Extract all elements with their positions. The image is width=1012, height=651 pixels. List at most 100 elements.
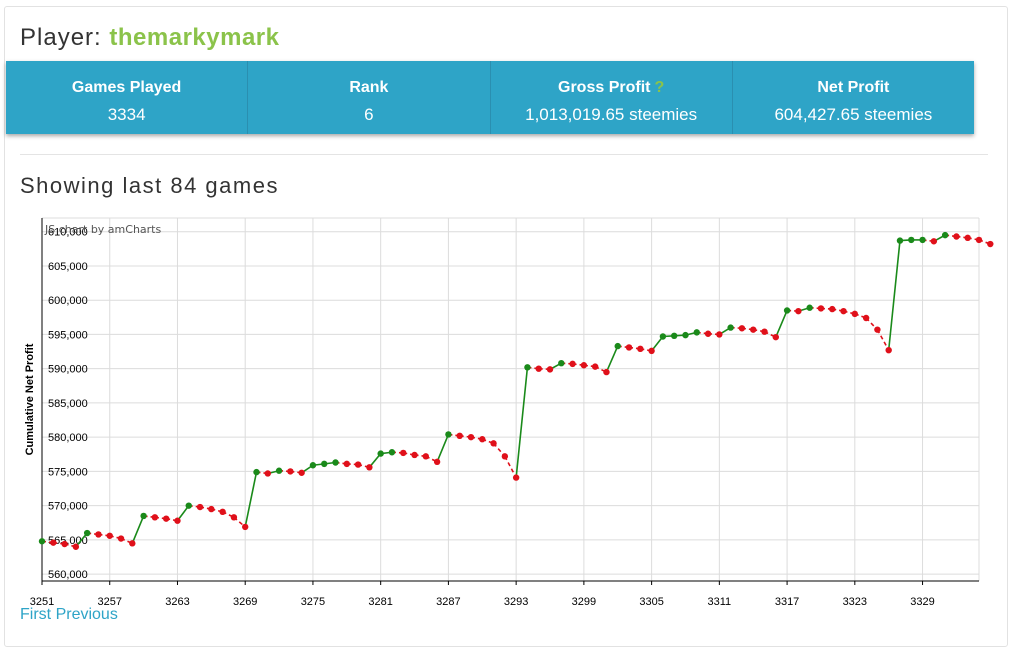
- games-subtitle: Showing last 84 games: [20, 173, 279, 198]
- data-point: [208, 505, 215, 513]
- data-point: [309, 462, 317, 469]
- data-point: [242, 523, 249, 531]
- data-point: [490, 440, 497, 447]
- data-point: [196, 503, 204, 511]
- series-segment: [605, 345, 619, 373]
- data-point: [727, 324, 734, 331]
- data-point: [716, 331, 723, 338]
- data-point: [321, 460, 328, 468]
- data-point: [433, 458, 441, 466]
- player-name: themarkymark: [109, 24, 280, 51]
- first-page-link[interactable]: First: [20, 606, 52, 623]
- data-point: [591, 363, 599, 370]
- data-point: [738, 325, 746, 332]
- y-tick-label: 575,000: [48, 466, 88, 478]
- data-point: [580, 362, 588, 369]
- data-point: [253, 468, 260, 476]
- data-point: [129, 540, 136, 547]
- data-point: [614, 342, 621, 350]
- stat-value: 6: [364, 105, 374, 124]
- data-point: [38, 538, 46, 545]
- data-point: [953, 233, 960, 240]
- data-point: [140, 512, 147, 520]
- x-tick-label: 3305: [639, 596, 663, 608]
- data-point: [162, 515, 170, 522]
- data-point: [72, 543, 80, 550]
- stat-value: 1,013,019.65 steemies: [525, 105, 698, 124]
- series-segment: [775, 310, 788, 338]
- previous-page-link[interactable]: Previous: [55, 606, 118, 623]
- data-point: [829, 305, 836, 313]
- stat-value: 3334: [107, 105, 146, 124]
- stat-rank: Rank 6: [248, 61, 491, 134]
- x-tick-label: 3281: [368, 596, 392, 608]
- data-point: [106, 532, 113, 539]
- data-point: [230, 514, 238, 521]
- data-point: [366, 464, 373, 471]
- data-point: [298, 469, 305, 476]
- stat-games-played: Games Played 3334: [6, 61, 249, 134]
- stat-label: Games Played: [71, 79, 182, 96]
- data-point: [95, 531, 102, 538]
- y-tick-label: 580,000: [48, 432, 88, 444]
- x-tick-label: 3311: [708, 596, 732, 608]
- stats-bar: Games Played 3334 Rank 6 Gross Profit? 1…: [6, 61, 974, 134]
- data-point: [151, 514, 159, 521]
- player-panel: [4, 6, 1008, 647]
- x-tick-label: 3257: [97, 596, 121, 608]
- stat-label: Gross Profit?: [558, 79, 665, 96]
- series-segment: [887, 240, 901, 351]
- y-tick-label: 595,000: [48, 329, 88, 341]
- series-segment: [515, 367, 529, 478]
- data-point: [456, 432, 463, 439]
- data-point: [840, 307, 847, 315]
- data-point: [885, 346, 892, 354]
- x-tick-label: 3251: [30, 596, 54, 608]
- divider: [20, 154, 988, 155]
- data-point: [174, 517, 181, 524]
- data-point: [343, 460, 351, 468]
- data-point: [535, 365, 542, 372]
- data-point: [941, 231, 949, 239]
- x-tick-label: 3317: [775, 596, 799, 608]
- data-point: [50, 539, 57, 546]
- data-point: [61, 540, 68, 548]
- data-point: [625, 344, 633, 351]
- y-axis-label: Cumulative Net Profit: [24, 343, 36, 455]
- data-point: [479, 436, 486, 443]
- data-point: [411, 451, 418, 459]
- data-point: [219, 508, 226, 516]
- data-point: [264, 470, 271, 477]
- data-point: [569, 360, 576, 368]
- data-point: [512, 474, 520, 481]
- data-point: [806, 304, 813, 311]
- data-point: [648, 347, 655, 355]
- data-point: [987, 240, 994, 248]
- y-tick-label: 600,000: [48, 295, 88, 307]
- x-tick-label: 3329: [910, 596, 934, 608]
- x-tick-label: 3323: [843, 596, 867, 608]
- series-segment: [504, 455, 517, 478]
- data-point: [117, 535, 125, 542]
- x-tick-label: 3293: [504, 596, 528, 608]
- data-point: [851, 310, 859, 318]
- y-tick-label: 610,000: [48, 227, 88, 239]
- data-point: [603, 368, 610, 376]
- series-segment: [436, 434, 450, 463]
- help-icon[interactable]: ?: [654, 79, 665, 96]
- series-segment: [131, 515, 145, 544]
- stat-value: 604,427.65 steemies: [774, 105, 933, 124]
- x-tick-label: 3275: [301, 596, 325, 608]
- stat-label: Net Profit: [817, 79, 890, 96]
- data-point: [445, 431, 452, 438]
- chart-credit: JS chart by amCharts: [44, 223, 161, 236]
- data-point: [908, 236, 915, 244]
- y-tick-label: 605,000: [48, 261, 88, 273]
- data-point: [659, 333, 667, 340]
- data-point: [761, 328, 768, 335]
- data-point: [772, 333, 779, 341]
- y-tick-label: 570,000: [48, 501, 88, 513]
- data-point: [930, 238, 938, 245]
- data-point: [501, 453, 509, 460]
